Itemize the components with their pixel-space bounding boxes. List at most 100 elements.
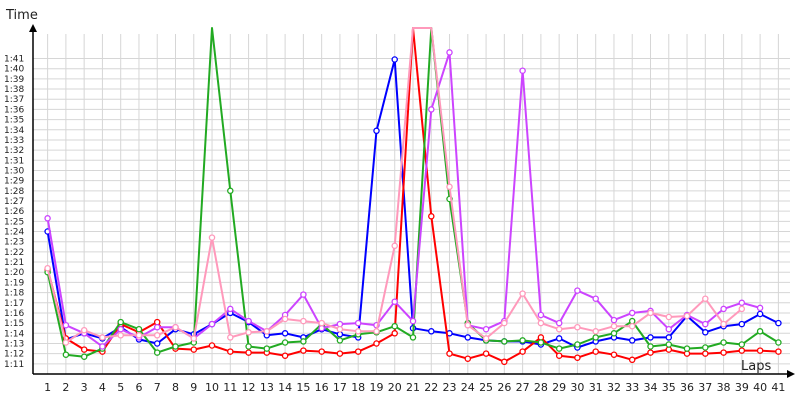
data-point xyxy=(610,322,618,330)
x-tick-label: 2 xyxy=(62,381,69,394)
data-point xyxy=(373,328,380,335)
data-point xyxy=(44,215,51,222)
data-point xyxy=(574,287,581,294)
data-point xyxy=(501,338,508,345)
y-tick-label: 1:35 xyxy=(4,116,24,126)
data-point xyxy=(683,312,691,320)
data-point xyxy=(208,234,216,241)
data-point xyxy=(62,339,70,346)
data-point xyxy=(172,323,179,331)
x-tick-label: 38 xyxy=(717,381,731,394)
data-point xyxy=(117,332,124,339)
data-point xyxy=(245,343,252,350)
y-tick-label: 1:21 xyxy=(4,258,24,268)
y-tick-label: 1:15 xyxy=(4,319,24,329)
y-tick-label: 1:30 xyxy=(4,166,24,176)
y-tick-label: 1:26 xyxy=(4,207,24,217)
x-tick-label: 8 xyxy=(172,381,179,394)
data-point xyxy=(592,348,599,355)
x-axis-title: Laps xyxy=(741,359,771,374)
y-tick-label: 1:34 xyxy=(4,126,24,136)
data-point xyxy=(190,335,198,342)
y-tick-label: 1:27 xyxy=(4,197,24,207)
data-point xyxy=(62,321,70,329)
y-tick-label: 1:37 xyxy=(4,95,24,105)
data-point xyxy=(300,317,307,325)
data-point xyxy=(245,317,252,325)
data-point xyxy=(117,318,124,326)
x-tick-label: 5 xyxy=(117,381,124,394)
data-point xyxy=(519,67,526,74)
data-point xyxy=(245,329,252,336)
data-point xyxy=(628,309,636,317)
data-point xyxy=(336,337,344,344)
y-tick-label: 1:32 xyxy=(4,146,24,156)
x-tick-label: 35 xyxy=(662,381,676,394)
x-tick-label: 13 xyxy=(260,381,274,394)
x-tick-label: 9 xyxy=(190,381,197,394)
y-tick-label: 1:41 xyxy=(4,55,24,65)
data-point xyxy=(373,127,380,135)
x-tick-label: 21 xyxy=(406,381,420,394)
y-tick-label: 1:11 xyxy=(4,360,24,370)
data-point xyxy=(62,351,70,358)
data-point xyxy=(318,319,325,327)
data-point xyxy=(354,328,362,335)
y-axis-arrow xyxy=(29,24,37,32)
data-point xyxy=(501,319,508,327)
data-point xyxy=(281,339,289,346)
x-tick-label: 30 xyxy=(570,381,584,394)
data-point xyxy=(464,334,472,341)
data-point xyxy=(574,323,581,331)
data-point xyxy=(555,325,563,333)
x-tick-label: 22 xyxy=(424,381,438,394)
data-point xyxy=(501,358,508,366)
data-point xyxy=(391,56,398,63)
data-point xyxy=(391,242,398,250)
y-tick-label: 1:36 xyxy=(4,105,24,115)
data-point xyxy=(428,213,435,220)
y-tick-label: 1:12 xyxy=(4,350,24,360)
data-point xyxy=(647,349,654,356)
data-point xyxy=(300,338,307,345)
data-point xyxy=(665,313,673,321)
data-point xyxy=(665,325,673,333)
data-point xyxy=(135,332,143,339)
data-point xyxy=(464,355,472,362)
series-line xyxy=(46,51,761,348)
data-point xyxy=(227,334,234,341)
y-tick-label: 1:22 xyxy=(4,248,24,258)
x-tick-label: 41 xyxy=(771,381,785,394)
data-point xyxy=(628,317,636,325)
y-tick-label: 1:13 xyxy=(4,339,24,349)
x-tick-label: 33 xyxy=(625,381,639,394)
data-point xyxy=(519,290,526,297)
y-tick-label: 1:28 xyxy=(4,187,24,197)
data-point xyxy=(555,352,563,359)
data-point xyxy=(153,323,161,331)
data-point xyxy=(592,334,599,341)
data-point xyxy=(665,346,673,353)
data-point xyxy=(702,320,709,328)
data-point xyxy=(610,316,618,324)
data-point xyxy=(775,319,782,327)
x-tick-label: 18 xyxy=(351,381,365,394)
data-point xyxy=(738,305,746,313)
data-point xyxy=(446,350,453,357)
data-point xyxy=(446,183,453,191)
data-point xyxy=(738,299,746,307)
data-point xyxy=(720,339,727,346)
data-point xyxy=(135,325,143,333)
data-point xyxy=(683,345,691,352)
data-point xyxy=(281,352,289,359)
y-axis-title: Time xyxy=(5,8,38,23)
data-point xyxy=(227,348,234,355)
data-point xyxy=(756,304,764,312)
data-point xyxy=(153,332,161,339)
data-point xyxy=(628,356,636,364)
data-point xyxy=(647,343,654,350)
x-tick-label: 39 xyxy=(735,381,749,394)
data-point xyxy=(44,264,51,272)
x-tick-label: 29 xyxy=(552,381,566,394)
